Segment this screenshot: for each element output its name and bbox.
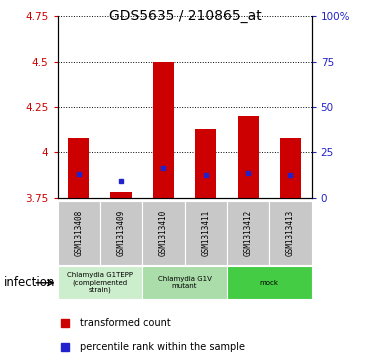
Bar xyxy=(100,201,142,265)
Bar xyxy=(142,266,227,299)
Text: GSM1313413: GSM1313413 xyxy=(286,210,295,256)
Text: mock: mock xyxy=(260,280,279,286)
Bar xyxy=(68,138,89,198)
Text: infection: infection xyxy=(4,276,55,289)
Bar xyxy=(153,62,174,198)
Bar xyxy=(58,266,142,299)
Text: GSM1313408: GSM1313408 xyxy=(74,210,83,256)
Bar xyxy=(111,192,132,198)
Text: transformed count: transformed count xyxy=(81,318,171,328)
Text: Chlamydia G1V
mutant: Chlamydia G1V mutant xyxy=(158,276,211,289)
Bar xyxy=(185,201,227,265)
Bar xyxy=(237,116,259,198)
Text: GDS5635 / 210865_at: GDS5635 / 210865_at xyxy=(109,9,262,23)
Bar xyxy=(142,201,185,265)
Bar xyxy=(58,201,100,265)
Bar xyxy=(269,201,312,265)
Text: GSM1313412: GSM1313412 xyxy=(244,210,253,256)
Text: percentile rank within the sample: percentile rank within the sample xyxy=(81,342,245,352)
Bar xyxy=(195,129,216,198)
Bar xyxy=(227,201,269,265)
Text: GSM1313410: GSM1313410 xyxy=(159,210,168,256)
Bar xyxy=(280,138,301,198)
Bar xyxy=(227,266,312,299)
Text: Chlamydia G1TEPP
(complemented
strain): Chlamydia G1TEPP (complemented strain) xyxy=(67,272,133,293)
Text: GSM1313409: GSM1313409 xyxy=(116,210,125,256)
Text: GSM1313411: GSM1313411 xyxy=(201,210,210,256)
